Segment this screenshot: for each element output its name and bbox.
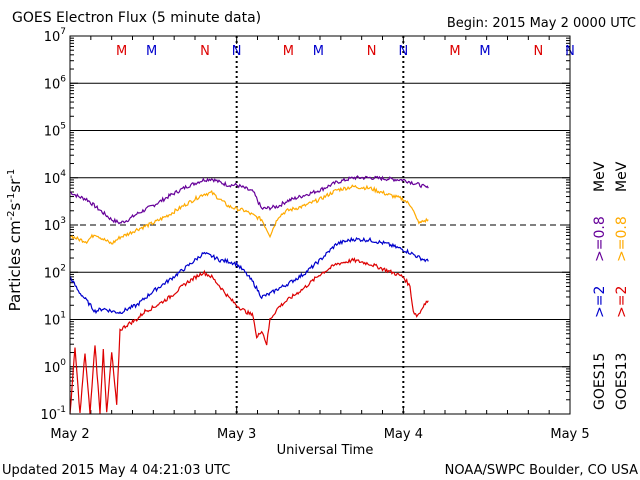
x-axis-label: Universal Time (277, 443, 374, 458)
y-tick-label: 10-1 (40, 405, 66, 423)
mn-marker-label: M (449, 44, 460, 59)
legend-threshold-goes13-08mev: >=0.8 (614, 216, 630, 262)
source-credit: NOAA/SWPC Boulder, CO USA (445, 463, 638, 478)
updated-timestamp: Updated 2015 May 4 04:21:03 UTC (2, 463, 230, 478)
mn-marker-label: M (116, 44, 127, 59)
y-tick-label: 105 (44, 122, 66, 140)
y-tick-label: 101 (44, 311, 66, 329)
legend-threshold-goes15-08mev: >=0.8 (592, 216, 608, 262)
x-tick-label: May 3 (217, 427, 256, 442)
plot-frame (69, 35, 571, 415)
y-tick-label: 104 (44, 169, 67, 187)
y-tick-label: 107 (44, 27, 66, 45)
mn-marker-label: M (146, 44, 157, 59)
axis-ticks: 107 106 105 104 103 102 101 100 10-1 May 2 May 3 Ma… (40, 27, 589, 442)
y-axis-label: Particles cm-2s-1sr-1 (6, 169, 24, 312)
mn-marker-label: N (367, 44, 377, 59)
y-tick-label: 100 (44, 358, 67, 376)
mn-marker-label: N (200, 44, 210, 59)
mn-marker-label: M (479, 44, 490, 59)
series-line-2 (69, 236, 429, 315)
legend-threshold-goes15-2mev: >=2 (592, 286, 608, 318)
series-line-1 (69, 184, 429, 245)
legend-unit-left: MeV (592, 161, 608, 192)
y-tick-label: 102 (44, 263, 66, 281)
legend: GOES15 GOES13 >=2 >=2 >=0.8 >=0.8 MeV Me… (592, 161, 630, 410)
y-tick-label: 103 (44, 216, 66, 234)
series-line-3 (69, 257, 429, 415)
x-tick-label: May 4 (384, 427, 423, 442)
legend-satellite-goes15: GOES15 (592, 353, 608, 410)
chart-title: GOES Electron Flux (5 minute data) (12, 10, 261, 26)
x-tick-label: May 2 (50, 427, 89, 442)
y-tick-label: 106 (44, 74, 67, 92)
x-tick-label: May 5 (550, 427, 589, 442)
mn-marker-label: N (533, 44, 543, 59)
legend-unit-right: MeV (614, 161, 630, 192)
gridlines (70, 82, 570, 368)
begin-label: Begin: 2015 May 2 0000 UTC (447, 16, 636, 31)
data-series (69, 175, 429, 415)
mn-marker-label: M (313, 44, 324, 59)
legend-threshold-goes13-2mev: >=2 (614, 286, 630, 318)
legend-satellite-goes13: GOES13 (614, 353, 630, 410)
mn-marker-label: N (232, 44, 242, 59)
mn-marker-label: M (283, 44, 294, 59)
series-line-0 (69, 175, 429, 225)
mn-marker-label: N (398, 44, 408, 59)
